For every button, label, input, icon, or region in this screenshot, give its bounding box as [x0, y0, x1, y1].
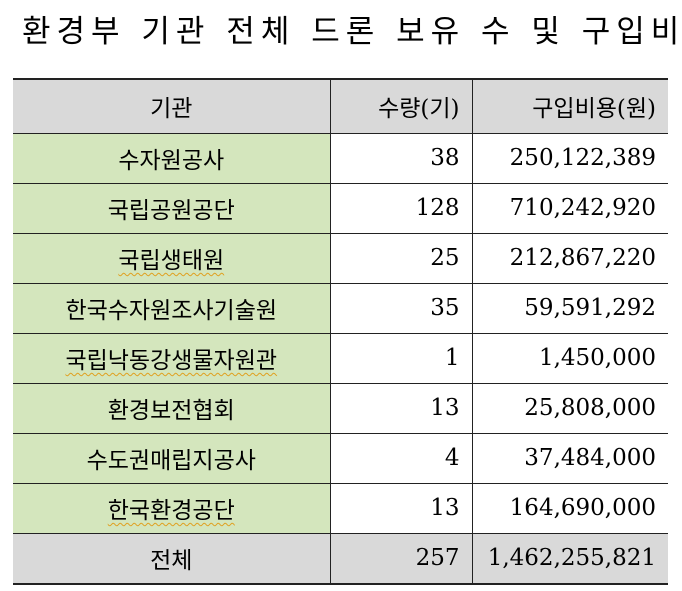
table-row: 수도권매립지공사 4 37,484,000 [13, 432, 668, 484]
cost-cell: 710,242,920 [471, 182, 668, 234]
drone-table: 기관 수량(기) 구입비용(원) 수자원공사 38 250,122,389 국립… [13, 78, 668, 585]
cost-cell: 37,484,000 [471, 432, 668, 484]
total-cost: 1,462,255,821 [471, 532, 668, 585]
table-row: 한국환경공단 13 164,690,000 [13, 482, 668, 534]
page-title: 환경부 기관 전체 드론 보유 수 및 구입비 [22, 14, 682, 50]
table-row: 국립생태원 25 212,867,220 [13, 232, 668, 284]
quantity-cell: 25 [329, 232, 473, 284]
quantity-cell: 128 [329, 182, 473, 234]
agency-name: 국립생태원 [13, 232, 331, 284]
agency-name: 국립공원공단 [13, 182, 331, 234]
agency-name: 환경보전협회 [13, 382, 331, 434]
quantity-cell: 38 [329, 132, 473, 184]
header-quantity: 수량(기) [329, 78, 473, 134]
total-quantity: 257 [329, 532, 473, 585]
agency-name-text: 국립낙동강생물자원관 [65, 348, 278, 374]
cost-cell: 250,122,389 [471, 132, 668, 184]
table-row: 국립낙동강생물자원관 1 1,450,000 [13, 332, 668, 384]
cost-cell: 25,808,000 [471, 382, 668, 434]
agency-name: 국립낙동강생물자원관 [13, 332, 331, 384]
agency-name-text: 한국환경공단 [107, 498, 235, 524]
quantity-cell: 4 [329, 432, 473, 484]
quantity-cell: 13 [329, 482, 473, 534]
table-header-row: 기관 수량(기) 구입비용(원) [13, 78, 668, 134]
table-row: 환경보전협회 13 25,808,000 [13, 382, 668, 434]
header-cost: 구입비용(원) [471, 78, 668, 134]
cost-cell: 164,690,000 [471, 482, 668, 534]
table-row: 국립공원공단 128 710,242,920 [13, 182, 668, 234]
agency-name: 한국수자원조사기술원 [13, 282, 331, 334]
cost-cell: 59,591,292 [471, 282, 668, 334]
agency-name: 한국환경공단 [13, 482, 331, 534]
cost-cell: 1,450,000 [471, 332, 668, 384]
total-label: 전체 [13, 532, 331, 585]
quantity-cell: 35 [329, 282, 473, 334]
cost-cell: 212,867,220 [471, 232, 668, 284]
table-row: 한국수자원조사기술원 35 59,591,292 [13, 282, 668, 334]
agency-name: 수자원공사 [13, 132, 331, 184]
quantity-cell: 1 [329, 332, 473, 384]
agency-name-text: 국립생태원 [118, 248, 225, 274]
quantity-cell: 13 [329, 382, 473, 434]
agency-name: 수도권매립지공사 [13, 432, 331, 484]
table-total-row: 전체 257 1,462,255,821 [13, 532, 668, 585]
header-agency: 기관 [13, 78, 331, 134]
table-row: 수자원공사 38 250,122,389 [13, 132, 668, 184]
